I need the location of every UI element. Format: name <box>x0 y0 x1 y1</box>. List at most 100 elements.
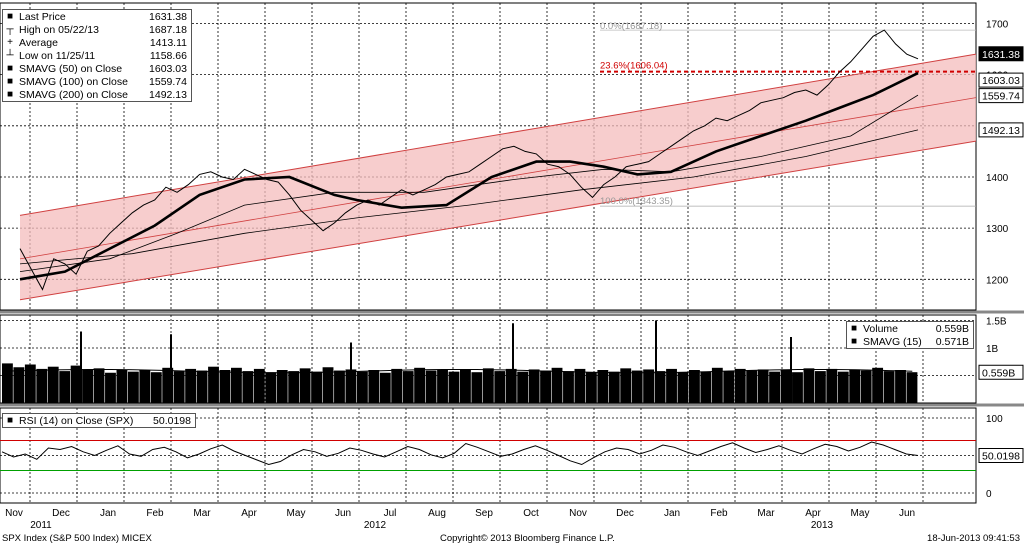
volume-bar <box>299 368 311 403</box>
price-value-label: 1631.38 <box>982 49 1020 61</box>
volume-bar <box>150 372 162 403</box>
volume-bar <box>448 371 460 403</box>
volume-bar <box>494 371 506 403</box>
rsi-value-label: 50.0198 <box>982 451 1020 463</box>
legend-row: ■ Last Price 1631.38 <box>3 10 191 23</box>
rsi-line <box>1 441 919 466</box>
legend-row: ■ Volume 0.559B <box>847 322 973 335</box>
volume-bar <box>311 371 322 403</box>
volume-bar <box>322 367 334 403</box>
volume-bar <box>517 371 529 403</box>
volume-bar <box>173 371 185 403</box>
volume-spike-bar <box>350 342 352 403</box>
x-tick-label: Feb <box>710 508 728 519</box>
volume-bar <box>2 363 13 403</box>
x-tick-label: Jan <box>100 508 116 519</box>
legend-row: ┬ High on 05/22/13 1687.18 <box>3 23 191 36</box>
legend-marker: ■ <box>850 323 858 334</box>
x-tick-label: Jan <box>664 508 680 519</box>
volume-bar <box>59 371 71 403</box>
y-tick-label: 100 <box>986 414 1003 425</box>
volume-bar <box>242 371 254 403</box>
fib-annotation: 0.0%(1687.18) <box>600 21 662 32</box>
volume-bar <box>803 368 815 403</box>
x-year-label: 2012 <box>364 520 387 531</box>
y-tick-label: 1300 <box>986 224 1009 235</box>
x-tick-label: Jul <box>384 508 397 519</box>
volume-bar <box>231 367 242 403</box>
legend-label: SMAVG (15) <box>863 335 922 348</box>
x-tick-label: Jun <box>899 508 915 519</box>
legend-marker: ■ <box>6 415 14 426</box>
legend-label: High on 05/22/13 <box>19 23 99 36</box>
volume-bar <box>608 371 620 403</box>
volume-spike-bar <box>80 331 82 403</box>
footer-center: Copyright© 2013 Bloomberg Finance L.P. <box>440 533 615 544</box>
volume-bar <box>597 370 609 403</box>
x-year-label: 2011 <box>30 520 52 531</box>
legend-row: ┴ Low on 11/25/11 1158.66 <box>3 49 191 62</box>
volume-bar <box>482 368 494 403</box>
volume-bar <box>723 371 735 403</box>
volume-value-tag <box>978 364 1024 380</box>
volume-bar <box>666 368 677 403</box>
volume-bar <box>620 368 632 403</box>
volume-bar <box>849 369 861 403</box>
legend-label: Average <box>19 36 58 49</box>
x-tick-label: Sep <box>475 508 493 519</box>
volume-bar <box>219 370 231 403</box>
legend-row: + Average 1413.11 <box>3 36 191 49</box>
volume-bar <box>689 370 700 403</box>
footer-left: SPX Index (S&P 500 Index) MICEX <box>2 533 152 544</box>
price-series-line <box>19 129 919 265</box>
volume-bar <box>872 367 884 403</box>
volume-bar <box>162 367 174 403</box>
volume-bar <box>540 370 551 403</box>
volume-bar <box>208 366 219 403</box>
legend-marker: ┬ <box>6 24 14 35</box>
x-tick-label: Feb <box>146 508 164 519</box>
volume-bar <box>734 368 746 403</box>
volume-bar <box>814 371 826 403</box>
volume-bar <box>677 372 689 403</box>
legend-value: 1559.74 <box>149 75 187 88</box>
volume-bar <box>757 369 769 403</box>
rsi-value-tag <box>978 448 1024 463</box>
legend-value: 0.571B <box>935 335 969 348</box>
x-tick-label: Jun <box>335 508 351 519</box>
legend-value: 1631.38 <box>149 10 187 23</box>
legend-label: Volume <box>863 322 899 335</box>
y-tick-label: 1400 <box>986 173 1009 184</box>
volume-legend: ■ Volume 0.559B ■ SMAVG (15) 0.571B <box>846 321 974 349</box>
volume-bar <box>70 365 82 403</box>
volume-bar <box>116 369 128 403</box>
legend-row: ■ SMAVG (50) on Close 1603.03 <box>3 62 191 75</box>
legend-marker: ■ <box>6 76 14 87</box>
volume-bar <box>127 371 139 403</box>
legend-label: Last Price <box>19 10 66 23</box>
volume-value-label: 0.559B <box>982 367 1015 379</box>
legend-label: RSI (14) on Close (SPX) <box>19 414 134 427</box>
x-tick-label: Nov <box>5 508 23 519</box>
legend-value: 1687.18 <box>149 23 187 36</box>
volume-bar <box>265 372 277 403</box>
volume-bar <box>860 370 872 403</box>
volume-bar <box>437 369 448 403</box>
legend-row: ■ SMAVG (15) 0.571B <box>847 335 973 348</box>
rsi-legend: ■ RSI (14) on Close (SPX) 50.0198 <box>2 413 196 428</box>
y-tick-label: 0 <box>986 489 992 500</box>
volume-bar <box>414 367 426 403</box>
channel-lower-line <box>19 140 977 301</box>
volume-bar <box>883 371 895 403</box>
regression-channel-fill <box>20 54 976 300</box>
legend-value: 1413.11 <box>149 36 187 49</box>
x-tick-label: Dec <box>616 508 634 519</box>
price-value-label: 1492.13 <box>982 125 1020 137</box>
price-value-label: 1559.74 <box>982 91 1020 103</box>
volume-bar <box>425 370 437 403</box>
y-tick-label: 1.5B <box>986 317 1007 328</box>
y-tick-label: 1700 <box>986 19 1009 30</box>
volume-bar <box>460 370 471 403</box>
price-series-line <box>19 29 919 291</box>
